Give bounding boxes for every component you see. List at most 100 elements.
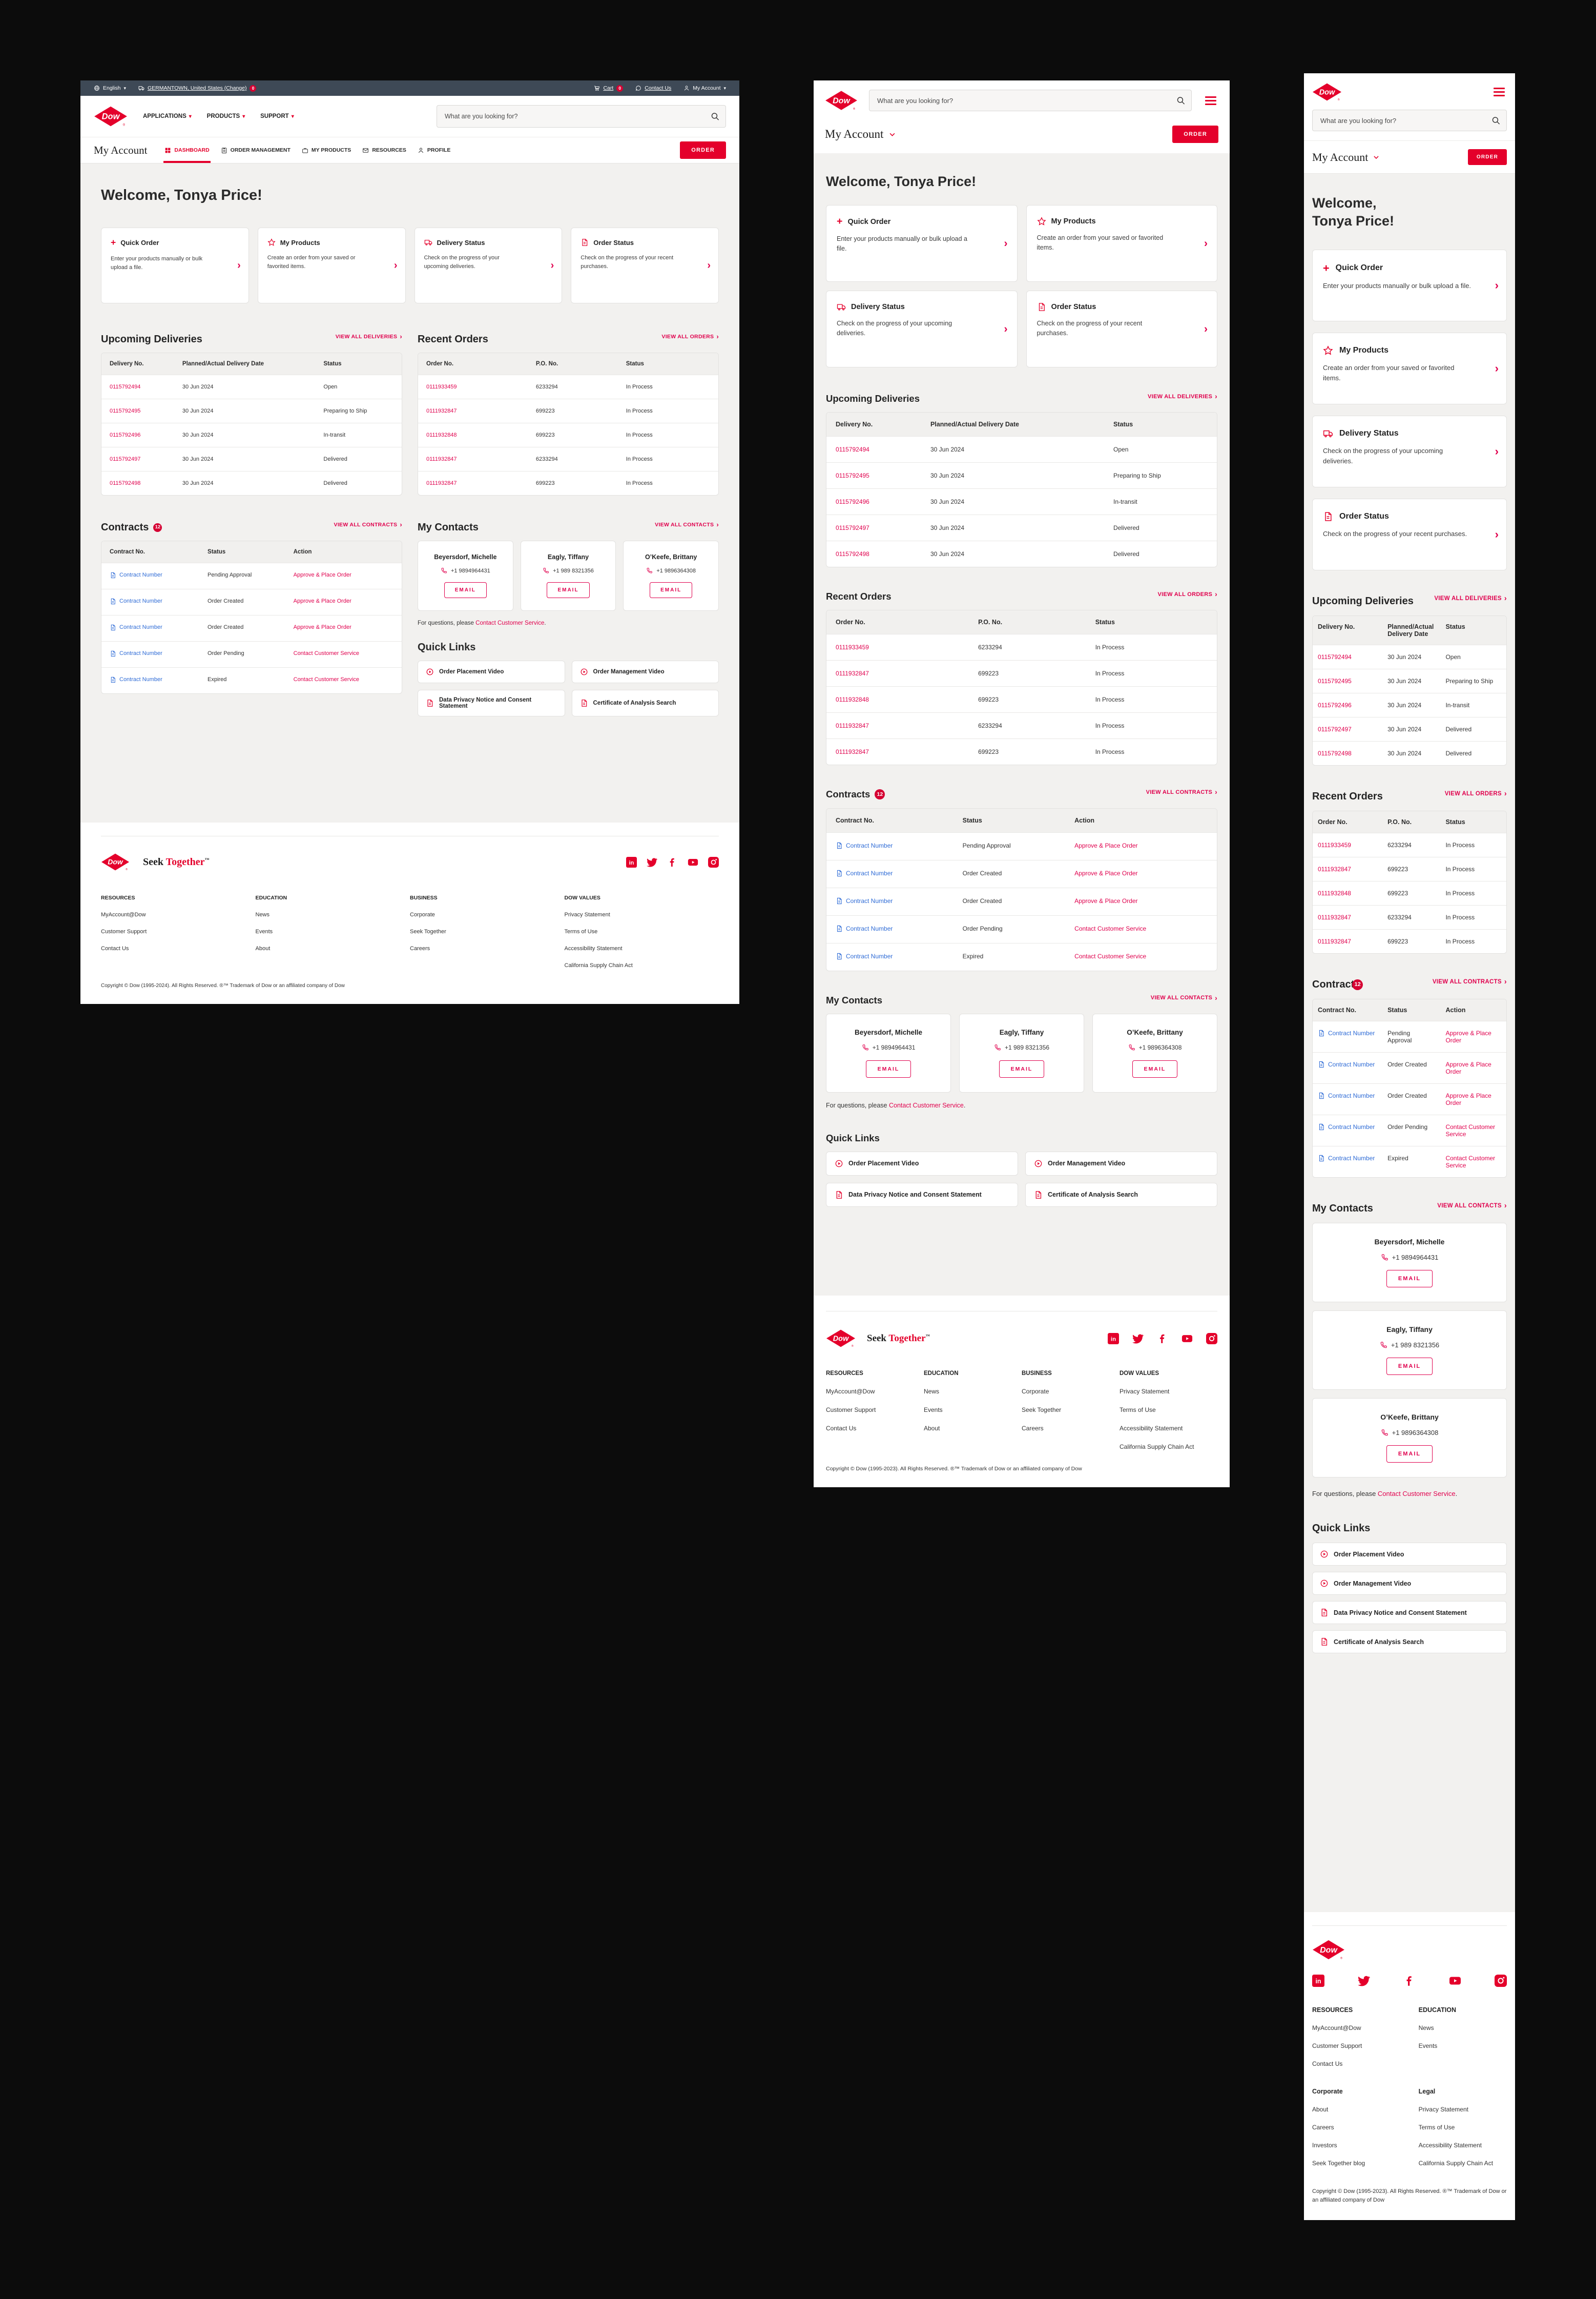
email-button[interactable]: EMAIL xyxy=(444,582,487,598)
search-input[interactable] xyxy=(437,105,726,128)
facebook-icon[interactable] xyxy=(667,857,678,868)
footer-link[interactable]: Privacy Statement xyxy=(1418,2105,1468,2113)
footer-link[interactable]: Terms of Use xyxy=(1418,2123,1455,2131)
footer-link[interactable]: Contact Us xyxy=(826,1425,857,1432)
footer-link[interactable]: News xyxy=(924,1388,940,1395)
contract-action-link[interactable]: Approve & Place Order xyxy=(293,624,351,630)
view-all-orders-link[interactable]: VIEW ALL ORDERS › xyxy=(661,333,719,340)
contract-number-link[interactable]: Contract Number xyxy=(110,676,162,683)
instagram-icon[interactable] xyxy=(1206,1333,1217,1344)
order-button[interactable]: ORDER xyxy=(1467,149,1507,165)
footer-link[interactable]: Contact Us xyxy=(1312,2060,1343,2067)
footer-link[interactable]: News xyxy=(255,912,270,918)
quick-link-order-placement-video[interactable]: Order Placement Video xyxy=(1312,1543,1507,1566)
linkedin-icon[interactable] xyxy=(1312,1975,1324,1987)
delivery-number-link[interactable]: 0115792496 xyxy=(1318,702,1352,709)
quick-order-card[interactable]: + Quick Order Enter your products manuall… xyxy=(1312,250,1507,322)
footer-link[interactable]: Contact Us xyxy=(101,946,129,952)
delivery-status-card[interactable]: Delivery Status Check on the progress of… xyxy=(414,228,563,303)
contract-number-link[interactable]: Contract Number xyxy=(836,925,893,932)
contract-number-link[interactable]: Contract Number xyxy=(110,572,162,579)
footer-link[interactable]: Careers xyxy=(1312,2123,1334,2131)
email-button[interactable]: EMAIL xyxy=(1386,1445,1433,1463)
quick-link-data-privacy[interactable]: Data Privacy Notice and Consent Statemen… xyxy=(418,690,565,716)
quick-link-certificate-analysis[interactable]: Certificate of Analysis Search xyxy=(571,690,719,716)
contact-phone-link[interactable]: +1 9894964431 xyxy=(872,1043,916,1051)
order-number-link[interactable]: 0111932848 xyxy=(426,432,457,438)
contract-action-link[interactable]: Approve & Place Order xyxy=(1074,897,1138,905)
contract-number-link[interactable]: Contract Number xyxy=(110,650,162,657)
facebook-icon[interactable] xyxy=(1403,1975,1416,1987)
footer-link[interactable]: MyAccount@Dow xyxy=(826,1388,875,1395)
view-all-contracts-link[interactable]: VIEW ALL CONTRACTS › xyxy=(1432,978,1507,987)
order-number-link[interactable]: 0111932847 xyxy=(1318,914,1351,921)
order-status-card[interactable]: Order Status Check on the progress of yo… xyxy=(571,228,719,303)
delivery-status-card[interactable]: Delivery Status Check on the progress of… xyxy=(1312,416,1507,488)
dow-logo[interactable] xyxy=(101,853,130,871)
delivery-number-link[interactable]: 0115792497 xyxy=(836,524,869,532)
contract-number-link[interactable]: Contract Number xyxy=(110,598,162,605)
chevron-right-icon[interactable]: › xyxy=(1495,528,1499,541)
chevron-right-icon[interactable]: › xyxy=(1495,445,1499,458)
search-icon[interactable] xyxy=(1491,116,1500,125)
contract-number-link[interactable]: Contract Number xyxy=(836,953,893,960)
view-all-deliveries-link[interactable]: VIEW ALL DELIVERIES › xyxy=(1148,393,1217,400)
chevron-right-icon[interactable]: › xyxy=(237,260,241,271)
quick-link-order-management-video[interactable]: Order Management Video xyxy=(1025,1151,1217,1176)
dow-logo[interactable] xyxy=(825,90,858,111)
youtube-icon[interactable] xyxy=(1182,1333,1193,1344)
contact-phone-link[interactable]: +1 9894964431 xyxy=(1392,1254,1439,1262)
search-input[interactable] xyxy=(869,90,1192,111)
delivery-number-link[interactable]: 0115792495 xyxy=(110,408,141,414)
order-button[interactable]: ORDER xyxy=(680,141,726,159)
account-title-dropdown[interactable]: My Account xyxy=(825,128,896,141)
contract-action-link[interactable]: Contact Customer Service xyxy=(1445,1155,1496,1169)
contact-phone-link[interactable]: +1 989 8321356 xyxy=(553,567,594,574)
my-products-card[interactable]: My Products Create an order from your sa… xyxy=(257,228,406,303)
footer-link[interactable]: Accessibility Statement xyxy=(1418,2141,1482,2149)
youtube-icon[interactable] xyxy=(1449,1975,1461,1987)
tab-my-products[interactable]: MY PRODUCTS xyxy=(302,137,351,163)
order-number-link[interactable]: 0111933459 xyxy=(426,384,457,390)
footer-link[interactable]: Events xyxy=(255,929,273,935)
view-all-orders-link[interactable]: VIEW ALL ORDERS › xyxy=(1444,790,1507,798)
footer-link[interactable]: MyAccount@Dow xyxy=(101,912,146,918)
delivery-number-link[interactable]: 0115792497 xyxy=(1318,726,1352,733)
contract-action-link[interactable]: Approve & Place Order xyxy=(293,572,351,578)
facebook-icon[interactable] xyxy=(1157,1333,1168,1344)
contract-action-link[interactable]: Approve & Place Order xyxy=(1074,869,1138,877)
contract-action-link[interactable]: Approve & Place Order xyxy=(1074,841,1138,849)
footer-link[interactable]: MyAccount@Dow xyxy=(1312,2024,1361,2031)
footer-link[interactable]: Careers xyxy=(1022,1425,1044,1432)
contact-us-link[interactable]: Contact Us xyxy=(635,85,671,91)
delivery-number-link[interactable]: 0115792498 xyxy=(1318,750,1352,757)
my-products-card[interactable]: My Products Create an order from your sa… xyxy=(1312,333,1507,405)
delivery-number-link[interactable]: 0115792494 xyxy=(110,384,141,390)
menu-icon[interactable] xyxy=(1491,86,1507,98)
chevron-right-icon[interactable]: › xyxy=(393,260,398,271)
chevron-right-icon[interactable]: › xyxy=(550,260,554,271)
youtube-icon[interactable] xyxy=(688,857,698,868)
chevron-right-icon[interactable]: › xyxy=(1495,362,1499,375)
nav-products[interactable]: PRODUCTS ▾ xyxy=(206,113,245,119)
delivery-number-link[interactable]: 0115792497 xyxy=(110,456,141,462)
contract-action-link[interactable]: Approve & Place Order xyxy=(293,598,351,604)
footer-link[interactable]: Corporate xyxy=(1022,1388,1049,1395)
tab-profile[interactable]: PROFILE xyxy=(418,137,450,163)
twitter-icon[interactable] xyxy=(1132,1333,1144,1344)
order-number-link[interactable]: 0111932847 xyxy=(426,480,457,486)
quick-link-certificate-analysis[interactable]: Certificate of Analysis Search xyxy=(1312,1630,1507,1654)
delivery-number-link[interactable]: 0115792498 xyxy=(110,480,141,486)
footer-link[interactable]: Terms of Use xyxy=(564,929,598,935)
search-icon[interactable] xyxy=(1176,96,1185,105)
order-button[interactable]: ORDER xyxy=(1172,126,1218,143)
contract-action-link[interactable]: Approve & Place Order xyxy=(1445,1061,1491,1076)
footer-link[interactable]: Investors xyxy=(1312,2141,1337,2149)
quick-link-order-placement-video[interactable]: Order Placement Video xyxy=(826,1151,1018,1176)
contract-number-link[interactable]: Contract Number xyxy=(1318,1092,1375,1099)
contact-customer-service-link[interactable]: Contact Customer Service xyxy=(889,1101,964,1109)
order-number-link[interactable]: 0111932847 xyxy=(426,456,457,462)
email-button[interactable]: EMAIL xyxy=(865,1060,911,1078)
delivery-number-link[interactable]: 0115792494 xyxy=(1318,653,1352,661)
contract-number-link[interactable]: Contract Number xyxy=(1318,1155,1375,1162)
